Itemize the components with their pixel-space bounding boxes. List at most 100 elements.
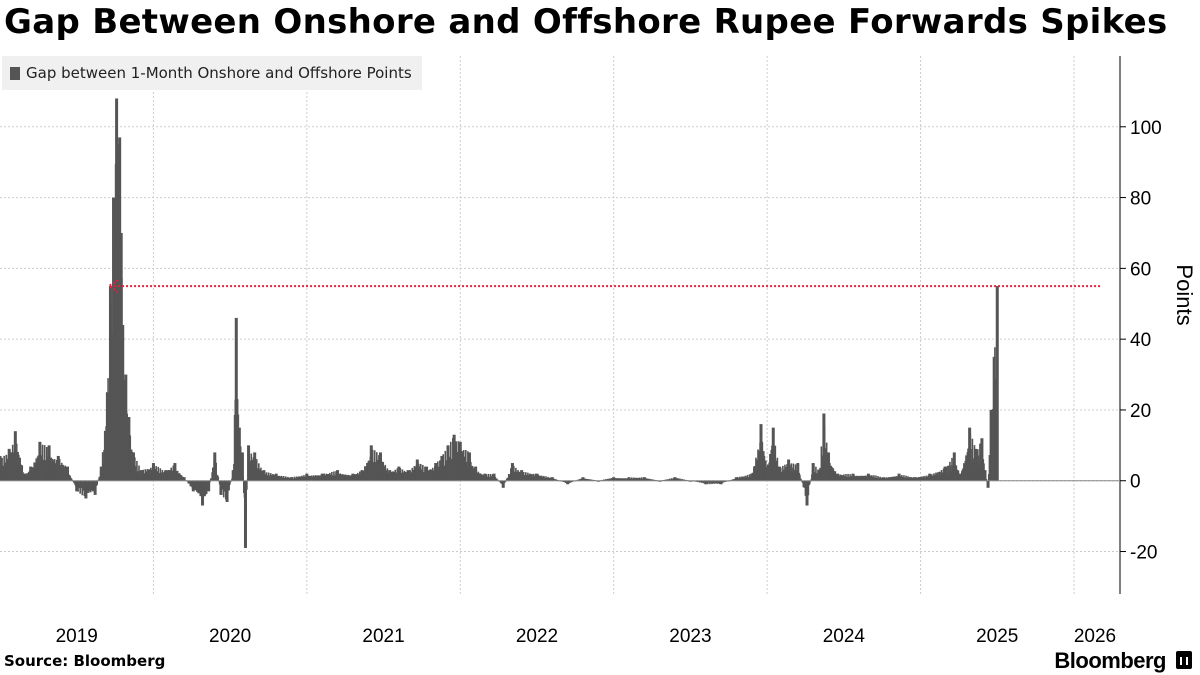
bar [274, 473, 278, 481]
bar [983, 470, 987, 481]
bar [229, 480, 232, 483]
bar [759, 449, 762, 481]
bar [915, 477, 918, 481]
bar [452, 461, 455, 481]
bar [492, 475, 495, 481]
bar [293, 476, 296, 481]
bar [683, 479, 685, 481]
bar [29, 470, 31, 481]
bar [458, 462, 461, 481]
bar [637, 477, 639, 481]
bar [776, 457, 779, 481]
bar [567, 480, 570, 484]
bar [743, 476, 745, 481]
bar [944, 473, 946, 481]
bar [138, 465, 140, 481]
bar [191, 480, 194, 489]
bar [434, 470, 437, 481]
bar [800, 479, 803, 481]
bar [379, 458, 382, 481]
bar [827, 456, 829, 481]
bar [208, 480, 211, 484]
bar [439, 460, 441, 481]
bar [15, 443, 18, 481]
bar [711, 480, 713, 485]
bar [905, 475, 907, 481]
bar [244, 480, 246, 522]
bar [909, 476, 911, 481]
bar [109, 309, 111, 481]
bar [928, 475, 931, 481]
bar [297, 476, 300, 481]
bar [777, 467, 780, 481]
bar [529, 473, 531, 481]
bar [817, 476, 820, 481]
bar [407, 472, 409, 481]
y-tick-label: 80 [1130, 189, 1151, 210]
bar [212, 467, 214, 481]
bar [219, 480, 222, 490]
bar [388, 472, 391, 481]
bloomberg-logo: Bloomberg [1054, 648, 1166, 673]
bar [881, 477, 883, 481]
bar [720, 480, 722, 483]
bloomberg-icon [1176, 651, 1192, 669]
bar [274, 475, 276, 481]
bar [741, 476, 743, 481]
y-tick-label: 20 [1130, 401, 1151, 422]
bar [847, 473, 849, 481]
bar [289, 477, 291, 481]
bar [192, 480, 194, 485]
bar [17, 454, 20, 481]
bar [635, 477, 637, 481]
bar [38, 449, 41, 481]
bar [531, 474, 533, 481]
bar [239, 446, 242, 481]
bar [496, 479, 499, 481]
bar [355, 474, 358, 481]
bar [945, 466, 948, 481]
bar [57, 465, 59, 481]
legend: Gap between 1-Month Onshore and Offshore… [2, 56, 422, 90]
x-tick-label: 2020 [209, 626, 251, 647]
legend-swatch [10, 66, 20, 80]
grid-lines [0, 56, 1120, 594]
bar [603, 479, 605, 481]
bar [323, 473, 326, 481]
bar [458, 441, 462, 481]
bar [796, 465, 799, 481]
bar [771, 462, 774, 481]
bar [468, 465, 471, 481]
bar [418, 466, 421, 481]
bar [63, 466, 65, 481]
bar [81, 480, 84, 496]
bar [953, 454, 955, 481]
bar [985, 478, 988, 481]
bar [996, 305, 998, 481]
bar [763, 455, 766, 481]
bar [126, 413, 128, 481]
bar [983, 463, 985, 481]
bar [335, 471, 337, 481]
bar [446, 448, 449, 481]
bar [825, 442, 828, 481]
bar [269, 473, 272, 481]
bar [166, 470, 169, 481]
bar [444, 450, 447, 481]
bar [99, 470, 102, 481]
bar [127, 425, 130, 481]
bar [403, 470, 406, 481]
bar [713, 480, 715, 484]
bar [75, 480, 78, 487]
bar [467, 451, 469, 481]
bar [807, 480, 810, 496]
bar [201, 480, 204, 499]
bar [823, 425, 826, 481]
bar [643, 479, 646, 481]
bar [325, 473, 328, 481]
bar [986, 480, 989, 484]
bar [440, 462, 443, 481]
bar [103, 430, 106, 481]
x-tick-label: 2023 [669, 626, 711, 647]
bar [877, 476, 879, 481]
